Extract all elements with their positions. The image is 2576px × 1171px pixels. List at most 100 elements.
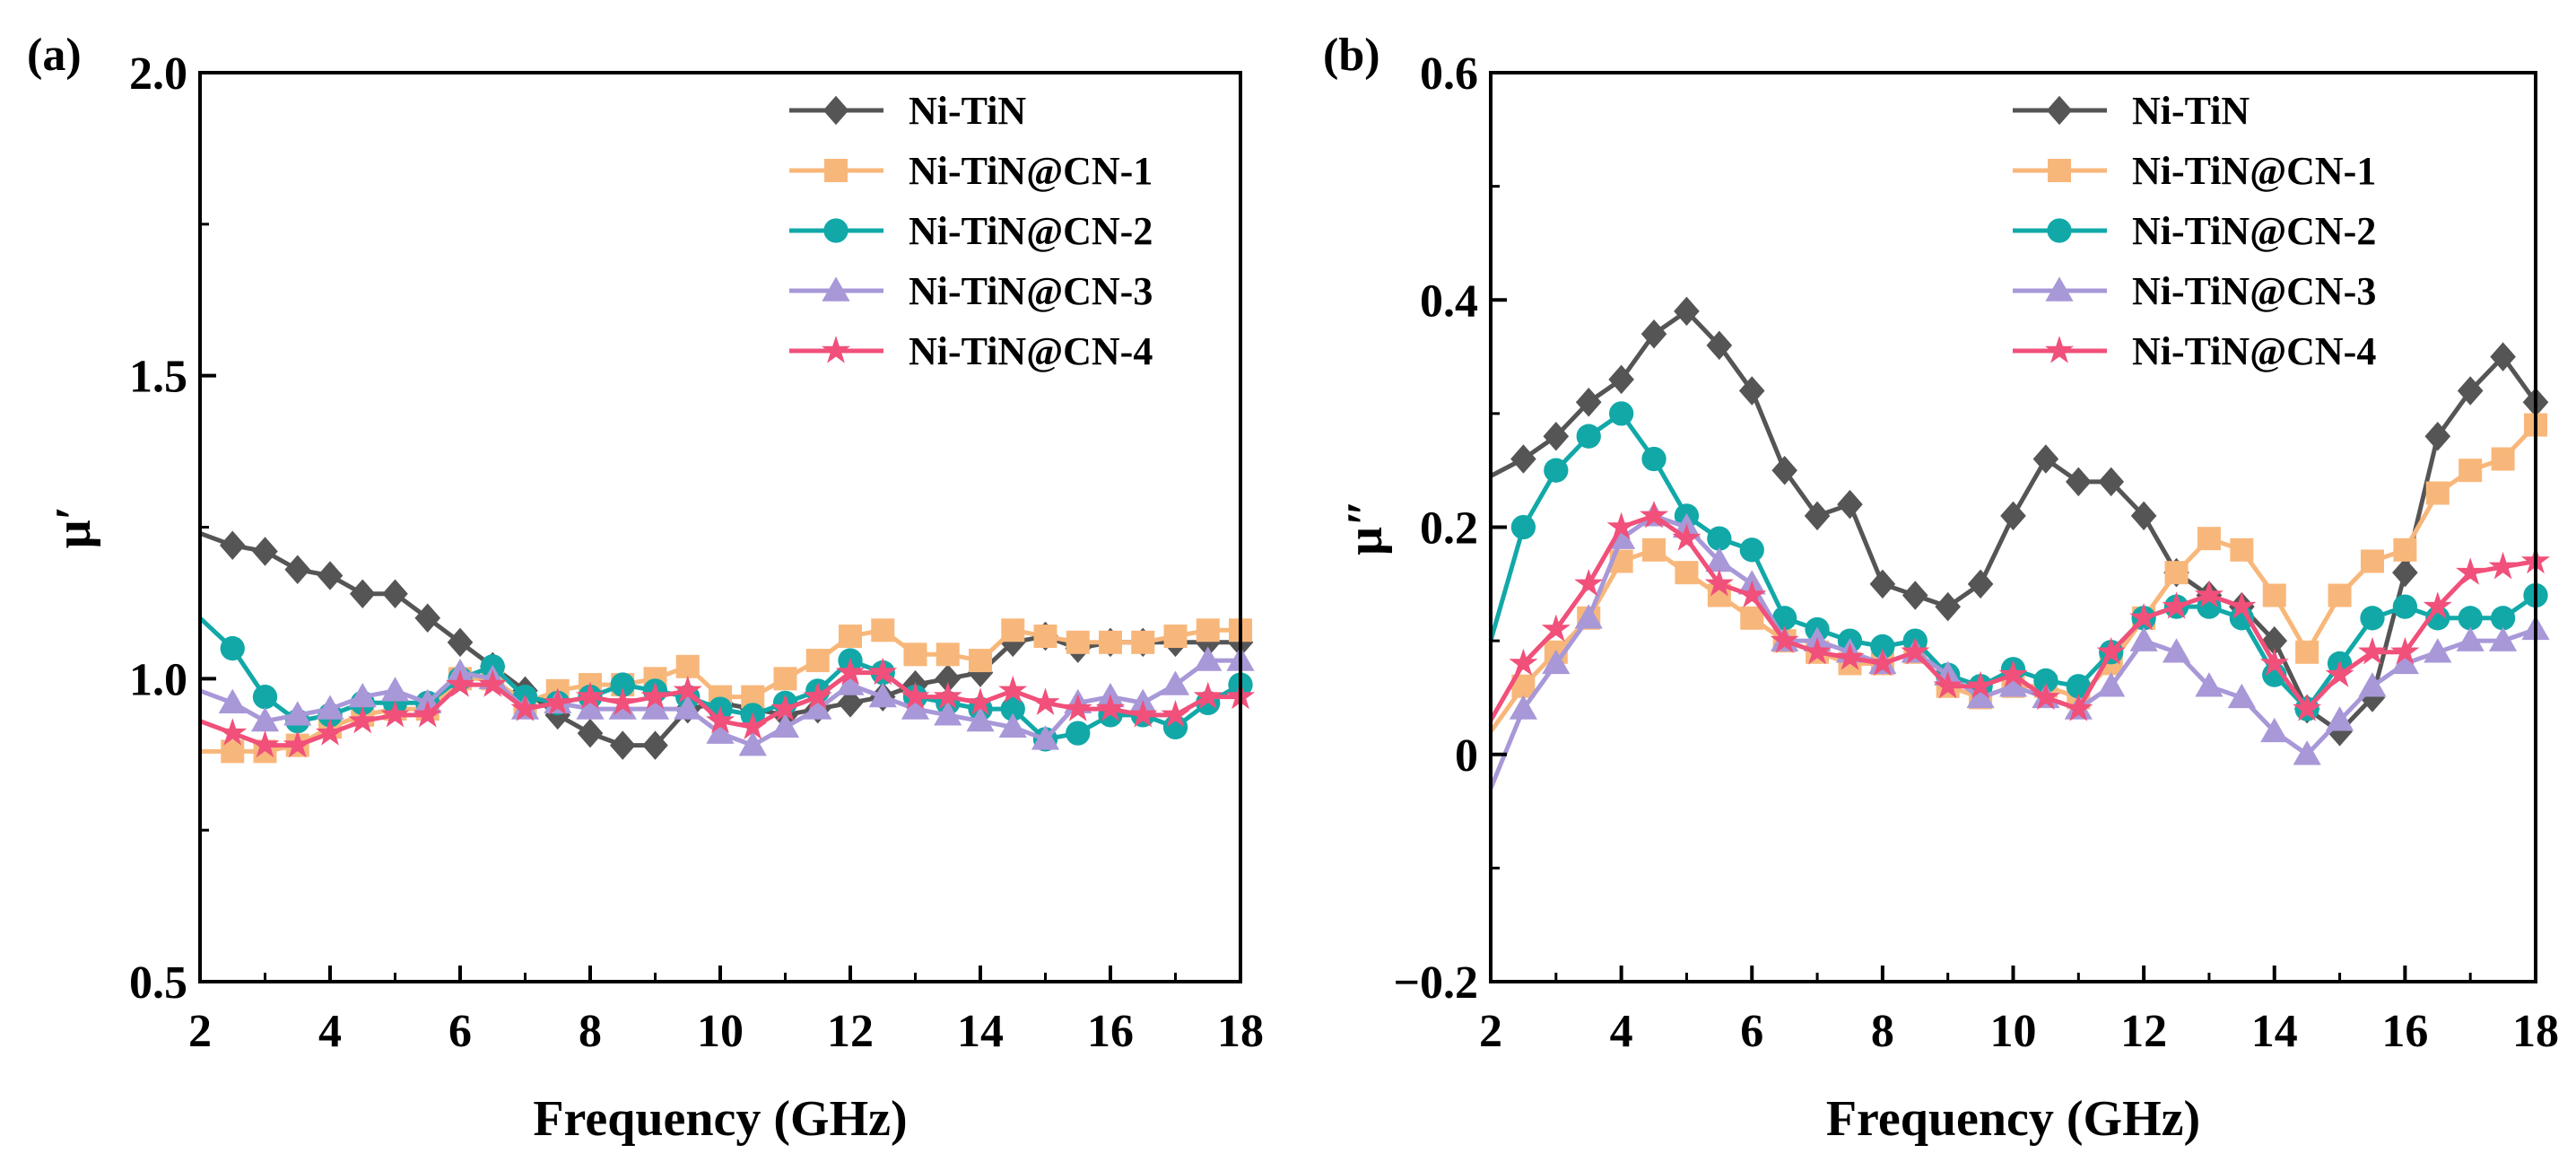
- data-point: [965, 687, 996, 715]
- data-point: [576, 695, 605, 720]
- data-point: [901, 681, 930, 710]
- data-point: [673, 675, 702, 703]
- data-point: [2064, 694, 2093, 721]
- data-point: [966, 707, 995, 732]
- data-point: [1739, 537, 1764, 563]
- data-point: [1063, 694, 1092, 721]
- panel-label: (a): [27, 30, 82, 81]
- data-point: [969, 649, 992, 673]
- data-point: [1606, 511, 1636, 540]
- data-point: [348, 682, 377, 708]
- legend-item: Ni-TiN: [789, 89, 1026, 133]
- x-tick-label: 14: [957, 1006, 1004, 1057]
- data-point: [1608, 364, 1634, 395]
- data-point: [1031, 687, 1060, 715]
- data-point: [348, 705, 378, 734]
- data-point: [2360, 606, 2385, 631]
- data-point: [1641, 446, 1667, 472]
- y-tick-label: 1.0: [129, 654, 187, 705]
- data-point: [1967, 569, 1994, 599]
- legend-marker: [2044, 336, 2075, 363]
- y-axis-title: μ′: [46, 506, 101, 549]
- data-point: [1704, 568, 1734, 597]
- data-point: [317, 561, 344, 590]
- data-point: [770, 712, 800, 738]
- legend-marker: [821, 336, 851, 363]
- data-point: [640, 681, 670, 710]
- data-point: [1066, 630, 1090, 654]
- legend-label: Ni-TiN@CN-1: [2132, 149, 2376, 193]
- data-point: [414, 603, 441, 634]
- data-point: [2425, 481, 2450, 505]
- data-point: [2459, 459, 2483, 483]
- data-point: [610, 672, 635, 697]
- data-point: [2390, 649, 2419, 675]
- data-point: [839, 625, 862, 649]
- x-tick-label: 14: [2251, 1006, 2298, 1057]
- data-point: [1128, 700, 1158, 728]
- data-point: [2392, 557, 2418, 588]
- legend: Ni-TiN Ni-TiN@CN-1 Ni-TiN@CN-2 Ni-TiN@CN-3 N…: [789, 89, 1153, 373]
- data-point: [642, 730, 668, 760]
- data-point: [1000, 696, 1025, 721]
- data-point: [1771, 455, 1797, 485]
- data-point: [218, 718, 248, 746]
- legend-marker: [2048, 159, 2071, 182]
- data-point: [2066, 467, 2092, 497]
- data-point: [835, 657, 866, 686]
- chart-panel-b: 2 4 6 8 10 12 14 16 18 −0.2 0 0.2 0.4 0.6 Frequency (G…: [1323, 30, 2559, 1147]
- data-point: [998, 675, 1028, 703]
- data-point: [2197, 527, 2221, 551]
- legend-label: Ni-TiN@CN-4: [909, 329, 1153, 373]
- data-point: [1707, 526, 1732, 551]
- data-point: [2098, 467, 2125, 497]
- data-point: [445, 669, 475, 697]
- data-point: [447, 627, 474, 658]
- data-point: [1998, 660, 2028, 687]
- data-point: [706, 719, 735, 744]
- data-point: [640, 695, 670, 720]
- series-ni-tin-cn-4: [1488, 500, 2551, 722]
- data-point: [2457, 376, 2484, 406]
- data-point: [1640, 500, 1669, 529]
- data-point: [349, 579, 376, 609]
- data-point: [1095, 694, 1126, 721]
- data-point: [675, 654, 700, 678]
- legend-marker: [2045, 276, 2074, 301]
- legend-marker: [2047, 218, 2072, 243]
- data-point: [2488, 626, 2518, 651]
- legend-label: Ni-TiN@CN-3: [909, 269, 1153, 313]
- chart-panel-a: 2 4 6 8 10 12 14 16 18 0.5 1.0 1.5 2.0 Frequency (GHz…: [27, 30, 1264, 1147]
- data-point: [1935, 591, 1961, 622]
- data-point: [1672, 523, 1701, 551]
- data-point: [252, 684, 278, 710]
- data-point: [2259, 648, 2289, 677]
- y-tick-label: −0.2: [1393, 957, 1478, 1009]
- data-point: [998, 712, 1027, 738]
- data-point: [773, 667, 797, 691]
- data-point: [933, 681, 962, 710]
- data-point: [1803, 636, 1832, 665]
- data-point: [2129, 626, 2158, 651]
- data-point: [1837, 489, 1863, 520]
- y-tick-label: 1.5: [129, 352, 187, 403]
- data-point: [2423, 591, 2452, 619]
- data-point: [2227, 683, 2256, 709]
- data-point: [935, 664, 962, 694]
- data-point: [1066, 721, 1091, 746]
- data-point: [1509, 648, 1538, 677]
- data-point: [1509, 695, 1538, 720]
- data-point: [2393, 537, 2417, 562]
- data-point: [1966, 670, 1996, 699]
- data-point: [2490, 342, 2516, 371]
- data-point: [218, 688, 247, 714]
- legend-item: Ni-TiN: [2013, 89, 2250, 133]
- legend-label: Ni-TiN@CN-3: [2132, 269, 2376, 313]
- x-tick-label: 12: [827, 1006, 874, 1057]
- data-point: [1196, 618, 1220, 642]
- y-tick-label: 2.0: [129, 48, 187, 100]
- legend-item: Ni-TiN@CN-2: [2013, 209, 2376, 253]
- data-point: [1163, 625, 1188, 649]
- y-tick-label: 0.2: [1420, 503, 1478, 555]
- data-point: [2295, 640, 2319, 664]
